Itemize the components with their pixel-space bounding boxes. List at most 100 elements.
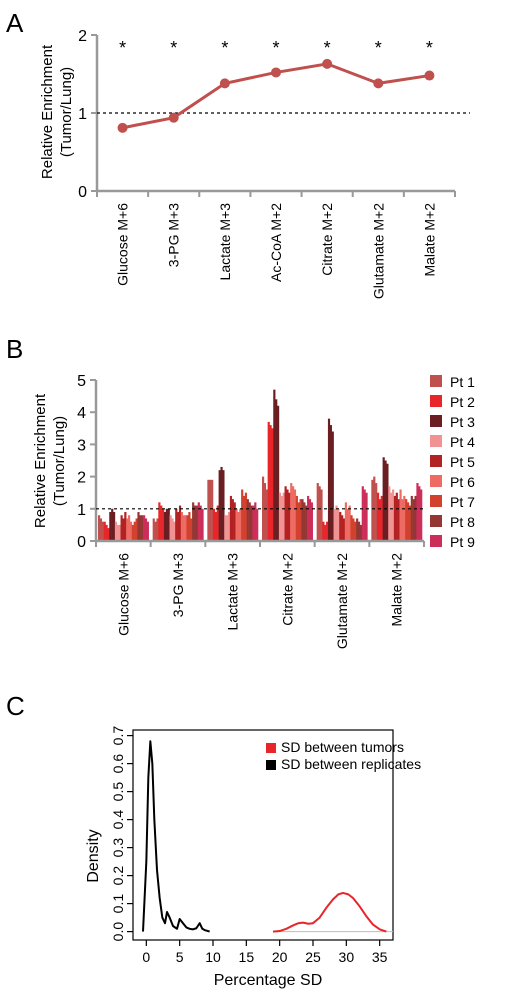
panel-c-density-curve: [272, 891, 387, 933]
panel-c-ytick-label: 0.5: [110, 782, 126, 802]
panel-b-bar: [139, 515, 142, 541]
panel-b-bar: [299, 499, 302, 541]
panel-c-xtick-label: 5: [176, 949, 184, 965]
panel-b-bar: [233, 502, 236, 541]
panel-c-ylabel: Density: [85, 829, 102, 882]
panel-b-bar: [184, 515, 187, 541]
panel-b-bar: [382, 457, 385, 541]
panel-a-significance-star: *: [426, 38, 433, 58]
panel-b-bar: [209, 479, 212, 541]
panel-b-bar: [244, 492, 248, 541]
panel-b-legend-swatch: [430, 415, 442, 427]
panel-b-bar: [129, 521, 133, 541]
panel-b-bar: [160, 505, 163, 541]
panel-b-bar: [218, 470, 221, 541]
panel-b-bar: [118, 524, 121, 541]
panel-b-bar: [303, 502, 306, 541]
panel-b-bar: [337, 508, 340, 541]
panel-b-legend-label: Pt 8: [450, 514, 475, 530]
panel-b-bar: [113, 512, 116, 541]
panel-b-bar: [229, 495, 233, 541]
panel-b-bar: [307, 495, 310, 541]
panel-b-legend-label: Pt 7: [450, 494, 475, 510]
panel-b-bar: [391, 489, 395, 541]
panel-b-bar: [239, 508, 242, 541]
panel-b-bar: [173, 521, 176, 541]
panel-b-bar: [352, 518, 355, 541]
panel-b-bar: [175, 508, 178, 541]
panel-b-legend-swatch: [430, 375, 442, 387]
panel-b-bar: [403, 495, 406, 541]
panel-a-significance-star: *: [221, 38, 228, 58]
panel-b-legend-swatch: [430, 395, 442, 407]
panel-b-bar: [126, 518, 129, 541]
panel-a-ylabel-line2: (Tumor/Lung): [58, 67, 75, 157]
panel-b-bar: [180, 512, 183, 541]
panel-b-bar: [388, 486, 391, 541]
panel-c-ytick-label: 0.4: [110, 810, 126, 830]
panel-b-bar: [212, 508, 216, 541]
panel-b-bar: [116, 524, 119, 541]
panel-b-bar: [322, 521, 325, 541]
panel-b-bar: [98, 515, 101, 541]
panel-b-bar: [156, 518, 159, 541]
panel-a-data-point: [271, 67, 281, 78]
panel-b-bar: [320, 489, 323, 541]
panel-b-bar: [326, 521, 329, 541]
panel-b-bar: [214, 512, 218, 541]
panel-b-bar: [158, 502, 161, 541]
panel-b-bar: [346, 508, 349, 541]
panel-b-bar: [128, 515, 131, 541]
panel-b-bar: [329, 425, 332, 541]
panel-b-bar: [193, 505, 197, 541]
panel-b-ylabel-line2: (Tumor/Lung): [51, 416, 68, 506]
panel-b-bar: [107, 528, 110, 541]
panel-b-bar: [361, 486, 364, 541]
panel-b-bar: [365, 492, 368, 541]
panel-b-bar: [227, 512, 231, 541]
panel-b-bar: [195, 505, 199, 541]
panel-a-category-label: Glutamate M+2: [370, 203, 386, 299]
panel-b-legend-label: Pt 5: [450, 454, 475, 470]
panel-b-bar: [284, 486, 287, 541]
panel-b-bar: [350, 515, 353, 541]
panel-b-bar: [199, 505, 202, 541]
panel-b-bar: [316, 483, 319, 541]
panel-b-bar: [262, 476, 265, 541]
panel-b-bar: [397, 499, 400, 541]
panel-b-bar: [335, 505, 338, 541]
panel-b-bar: [162, 508, 165, 541]
panel-b-bar: [124, 512, 127, 541]
panel-b-bar: [109, 512, 112, 541]
panel-a-significance-star: *: [375, 38, 382, 58]
panel-b-legend-label: Pt 3: [450, 414, 475, 430]
panel-a-significance-star: *: [324, 38, 331, 58]
panel-b-bar: [169, 515, 172, 541]
panel-b-legend-swatch: [430, 515, 442, 527]
panel-c-legend-label: SD between replicates: [281, 756, 421, 772]
panel-b-legend-swatch: [430, 475, 442, 487]
panel-b-category-label: 3-PG M+3: [170, 553, 186, 617]
panel-b-bar: [235, 508, 238, 541]
panel-b-bar: [188, 512, 191, 541]
panel-b-bar: [269, 425, 272, 541]
panel-b-bar: [254, 502, 257, 541]
panel-b-bar: [354, 521, 357, 541]
panel-b-bar: [211, 479, 214, 541]
panel-c-xtick-label: 20: [272, 949, 288, 965]
panel-c-xtick-label: 15: [239, 949, 255, 965]
panel-b-bar: [167, 508, 170, 541]
panel-b-bar: [371, 479, 374, 541]
panel-b-bar: [293, 489, 297, 541]
panel-b-bar: [120, 515, 123, 541]
panel-a-category-label: 3-PG M+3: [166, 203, 182, 267]
panel-b-bar: [386, 463, 389, 541]
panel-b-bar: [231, 499, 234, 541]
panel-b-bar: [222, 470, 225, 541]
panel-b-bar: [171, 518, 174, 541]
panel-b-bar: [399, 489, 402, 541]
panel-b-bar: [305, 505, 308, 541]
panel-a-category-label: Lactate M+3: [217, 203, 233, 281]
panel-b-bar: [216, 505, 219, 541]
panel-b-bar: [271, 428, 274, 541]
